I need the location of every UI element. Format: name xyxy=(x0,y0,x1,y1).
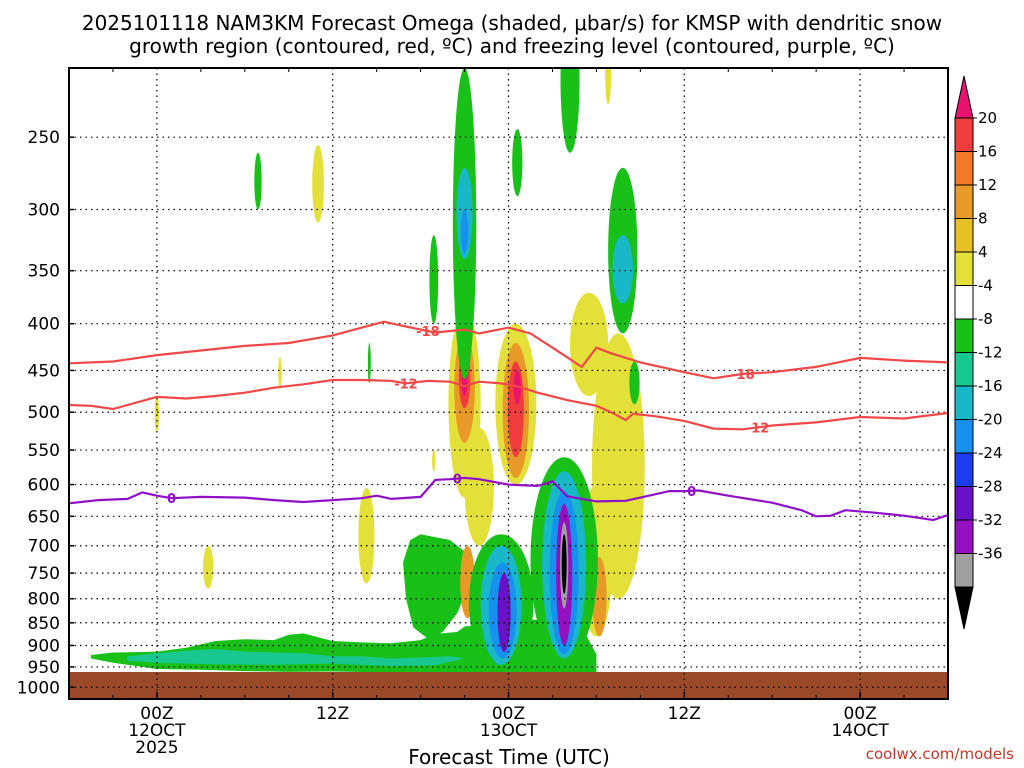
yellow-small-7 xyxy=(605,68,612,105)
colorbar-label-2: 12 xyxy=(978,176,997,194)
y-tick-450: 450 xyxy=(28,361,60,381)
colorbar-segment-1 xyxy=(954,117,974,152)
y-tick-350: 350 xyxy=(28,262,60,282)
purple-lower-a xyxy=(497,573,511,653)
x-axis-label: Forecast Time (UTC) xyxy=(408,745,610,768)
x-tick-label-30-0: 00Z xyxy=(492,704,525,724)
contour-freezing-level xyxy=(69,476,948,522)
yellow-column-c xyxy=(570,292,609,397)
green-small-1 xyxy=(254,152,262,210)
colorbar-segment-10 xyxy=(954,419,974,454)
contour-dendritic-minus18 xyxy=(69,320,948,380)
y-tick-250: 250 xyxy=(28,128,60,148)
colorbar-label-3: 8 xyxy=(978,210,988,228)
chart-title-line-1: 2025101118 NAM3KM Forecast Omega (shaded… xyxy=(82,11,942,35)
contour-label-dendritic-minus18-0: -18 xyxy=(416,325,440,340)
colorbar-segment-5 xyxy=(954,251,974,286)
colorbar-segment-14 xyxy=(954,553,974,588)
x-tick-label-42-0: 12Z xyxy=(668,704,701,724)
x-tick-label-6-1: 12OCT xyxy=(128,721,186,741)
green-column-b xyxy=(560,68,580,153)
contour-label-freezing-level-0: 0 xyxy=(167,492,176,507)
colorbar-segment-11 xyxy=(954,452,974,487)
y-tick-700: 700 xyxy=(28,537,60,557)
green-column-d xyxy=(629,361,640,405)
teal-column-c xyxy=(612,235,634,304)
yellow-small-1 xyxy=(312,145,324,223)
y-tick-300: 300 xyxy=(28,201,60,221)
colorbar-label-4: 4 xyxy=(978,243,988,261)
mid-level-green-column xyxy=(403,534,472,639)
y-tick-600: 600 xyxy=(28,476,60,496)
colorbar-segment-8 xyxy=(954,352,974,387)
x-tick-label-18-0: 12Z xyxy=(316,704,349,724)
contour-label-freezing-level-2: 0 xyxy=(687,485,696,500)
yellow-small-4 xyxy=(154,396,160,432)
y-tick-400: 400 xyxy=(28,315,60,335)
colorbar-label-11: -28 xyxy=(978,478,1003,496)
contour-dendritic-minus12 xyxy=(69,378,948,431)
colorbar-label-12: -32 xyxy=(978,511,1003,529)
low-level-band-core xyxy=(127,649,465,667)
x-tick-label-30-1: 13OCT xyxy=(480,721,538,741)
credit-text: coolwx.com/models xyxy=(866,745,1014,763)
colorbar-label-8: -16 xyxy=(978,377,1003,395)
colorbar-label-1: 16 xyxy=(978,143,997,161)
colorbar-segment-9 xyxy=(954,385,974,420)
green-small-4 xyxy=(512,129,523,197)
y-tick-850: 850 xyxy=(28,614,60,634)
chart-title-line-2: growth region (contoured, red, ºC) and f… xyxy=(129,34,895,58)
colorbar-label-7: -12 xyxy=(978,344,1003,362)
blue-core-upper-a xyxy=(460,209,469,254)
colorbar-label-9: -20 xyxy=(978,411,1003,429)
yellow-small-6 xyxy=(432,450,436,472)
grid-lines xyxy=(69,68,948,699)
colorbar-segment-6 xyxy=(954,285,974,320)
colorbar-segment-12 xyxy=(954,486,974,521)
y-tick-950: 950 xyxy=(28,658,60,678)
yellow-small-3 xyxy=(203,545,214,589)
colorbar-segment-13 xyxy=(954,519,974,554)
colorbar-bottom-arrow xyxy=(954,586,974,630)
green-small-3 xyxy=(367,343,371,384)
omega-shading xyxy=(91,68,645,676)
yellow-small-5 xyxy=(278,356,282,388)
contour-label-freezing-level-1: 0 xyxy=(453,473,462,488)
colorbar-label-10: -24 xyxy=(978,444,1003,462)
colorbar-segment-3 xyxy=(954,184,974,219)
colorbar-segment-7 xyxy=(954,318,974,353)
y-tick-1000: 1000 xyxy=(17,678,60,698)
green-small-2 xyxy=(429,235,439,324)
y-tick-550: 550 xyxy=(28,441,60,461)
colorbar-top-arrow xyxy=(954,75,974,119)
colorbar-label-0: 20 xyxy=(978,109,997,127)
y-tick-650: 650 xyxy=(28,507,60,527)
contour-label-dendritic-minus18-1: -18 xyxy=(731,368,755,383)
y-tick-900: 900 xyxy=(28,636,60,656)
y-tick-500: 500 xyxy=(28,403,60,423)
x-tick-label-54-1: 14OCT xyxy=(831,721,889,741)
x-tick-label-54-0: 00Z xyxy=(843,704,876,724)
colorbar-label-5: -4 xyxy=(978,277,993,295)
omega-colorbar: 20 16 12 8 4 -4 -8 -12 -16 -20 -24 -28 -32 -36 xyxy=(954,75,1003,630)
contour-label-dendritic-minus12-0: -12 xyxy=(394,377,418,392)
colorbar-segment-2 xyxy=(954,151,974,186)
y-tick-800: 800 xyxy=(28,590,60,610)
black-core-b xyxy=(561,534,567,594)
colorbar-label-13: -36 xyxy=(978,545,1003,563)
contour-label-dendritic-minus12-1: -12 xyxy=(746,421,770,436)
x-tick-label-6-2: 2025 xyxy=(135,738,178,758)
colorbar-segment-4 xyxy=(954,218,974,253)
colorbar-label-6: -8 xyxy=(978,310,993,328)
yellow-blob-f xyxy=(464,427,494,546)
x-tick-label-6-0: 00Z xyxy=(140,704,173,724)
contour-lines: -18 -18 -12 -12 0 0 0 xyxy=(69,320,948,522)
yellow-small-2 xyxy=(358,487,375,584)
y-axis: 2503003504004505005506006507007508008509… xyxy=(17,128,74,698)
y-tick-750: 750 xyxy=(28,564,60,584)
